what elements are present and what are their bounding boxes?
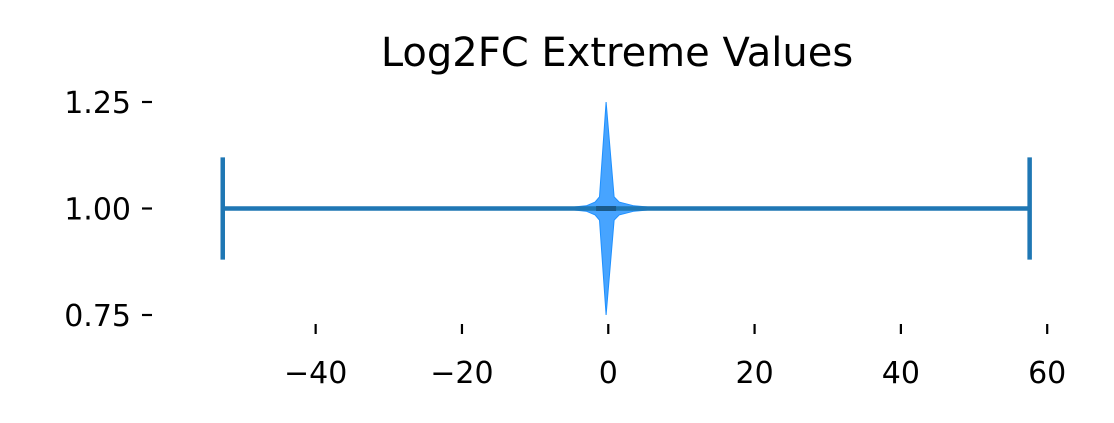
y-tick-label: 0.75	[64, 299, 131, 334]
chart-title: Log2FC Extreme Values	[381, 30, 853, 76]
x-axis: −40 −20 0 20 40 60	[284, 324, 1066, 391]
x-tick-label: −20	[430, 356, 493, 391]
y-axis: 0.75 1.00 1.25	[64, 86, 152, 334]
violin-plot	[220, 101, 1032, 316]
y-tick-label: 1.25	[64, 86, 131, 121]
x-tick-label: 40	[882, 356, 920, 391]
x-tick-label: 60	[1028, 356, 1066, 391]
x-tick-label: −40	[284, 356, 347, 391]
y-tick-label: 1.00	[64, 193, 131, 228]
x-tick-label: 0	[599, 356, 618, 391]
x-tick-label: 20	[735, 356, 773, 391]
